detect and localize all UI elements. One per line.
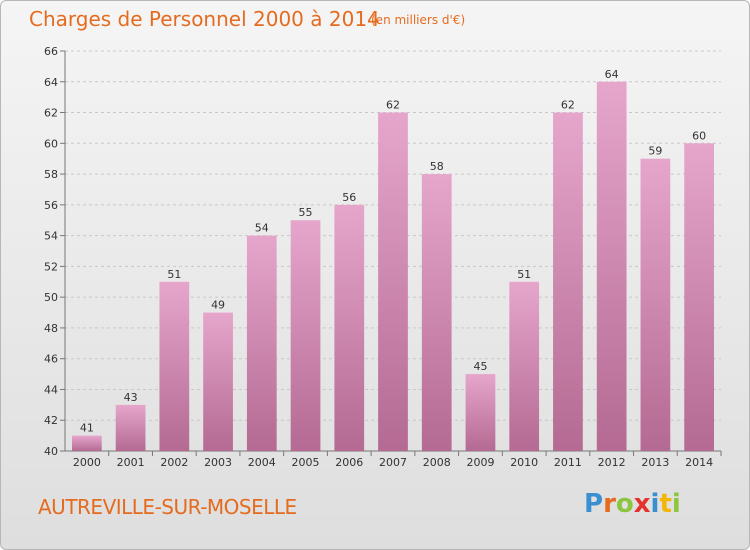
- data-labels: 41 43 51 49 54 55 56 62 58 45 51 62 64 59 60: [80, 68, 706, 435]
- y-tick-label: 42: [44, 414, 58, 427]
- data-label-2013: 59: [648, 145, 662, 158]
- data-label-2000: 41: [80, 422, 94, 435]
- data-label-2002: 51: [167, 268, 181, 281]
- bar-2007: [378, 112, 408, 452]
- x-tick-label-2007: 2007: [379, 456, 407, 469]
- bar-2014: [684, 143, 715, 452]
- y-tick-label: 44: [44, 383, 58, 396]
- logo-letter: t: [659, 489, 672, 519]
- y-tick-label: 64: [44, 76, 58, 89]
- bar-2006: [334, 204, 365, 451]
- logo-letter: o: [615, 489, 634, 519]
- x-tick-label-2008: 2008: [423, 456, 451, 469]
- data-label-2014: 60: [692, 129, 706, 142]
- x-tick-label-2013: 2013: [641, 456, 669, 469]
- bar-2009: [465, 374, 496, 451]
- y-tick-label: 66: [44, 45, 58, 58]
- logo-letter: i: [671, 489, 681, 519]
- x-tick-label-2014: 2014: [685, 456, 713, 469]
- x-tick-label-2011: 2011: [554, 456, 582, 469]
- data-label-2010: 51: [517, 268, 531, 281]
- y-tick-label: 46: [44, 353, 58, 366]
- y-tick-label: 62: [44, 107, 58, 120]
- logo-letter: i: [650, 489, 660, 519]
- data-label-2011: 62: [561, 99, 575, 112]
- x-tick-label-2009: 2009: [466, 456, 494, 469]
- data-label-2004: 54: [255, 222, 269, 235]
- data-label-2009: 45: [473, 360, 487, 373]
- bar-2001: [115, 404, 146, 451]
- data-label-2012: 64: [605, 68, 619, 81]
- x-tick-label-2006: 2006: [335, 456, 363, 469]
- axes: 40 42 44 46 48 50 52 54 56 58 60 62 64 66 2000 2001 2002…: [44, 45, 722, 469]
- bar-2008: [421, 174, 452, 452]
- y-tick-label: 52: [44, 260, 58, 273]
- data-label-2008: 58: [430, 160, 444, 173]
- chart-subtitle: (en milliers d'€): [371, 13, 466, 27]
- logo-letter: x: [633, 489, 651, 519]
- y-tick-label: 58: [44, 168, 58, 181]
- data-label-2007: 62: [386, 99, 400, 112]
- x-tick-label-2001: 2001: [117, 456, 145, 469]
- x-tick-label-2010: 2010: [510, 456, 538, 469]
- x-tick-label-2004: 2004: [248, 456, 276, 469]
- x-tick-label-2012: 2012: [598, 456, 626, 469]
- commune-name: AUTREVILLE-SUR-MOSELLE: [38, 495, 297, 519]
- proxiti-logo: Proxiti: [584, 489, 681, 519]
- bar-2000: [71, 435, 102, 451]
- bar-2005: [290, 220, 321, 451]
- y-tick-label: 48: [44, 322, 58, 335]
- data-label-2005: 55: [299, 206, 313, 219]
- data-label-2001: 43: [124, 391, 138, 404]
- bar-2003: [203, 312, 233, 451]
- y-tick-label: 50: [44, 291, 58, 304]
- x-tick-label-2000: 2000: [73, 456, 101, 469]
- bar-2010: [509, 281, 540, 451]
- bars: [71, 81, 715, 452]
- bar-2002: [159, 281, 190, 451]
- x-tick-label-2005: 2005: [292, 456, 320, 469]
- bar-2012: [596, 81, 627, 452]
- bar-2011: [553, 112, 583, 452]
- y-tick-label: 40: [44, 445, 58, 458]
- x-tick-label-2003: 2003: [204, 456, 232, 469]
- bar-2004: [246, 235, 277, 451]
- y-tick-label: 54: [44, 230, 58, 243]
- data-label-2006: 56: [342, 191, 356, 204]
- chart-title: Charges de Personnel 2000 à 2014: [29, 7, 380, 31]
- x-tick-label-2002: 2002: [160, 456, 188, 469]
- bar-2013: [640, 158, 671, 451]
- logo-letter: P: [584, 489, 604, 519]
- data-label-2003: 49: [211, 299, 225, 312]
- logo-letter: r: [603, 489, 616, 519]
- y-tick-label: 56: [44, 199, 58, 212]
- y-tick-label: 60: [44, 137, 58, 150]
